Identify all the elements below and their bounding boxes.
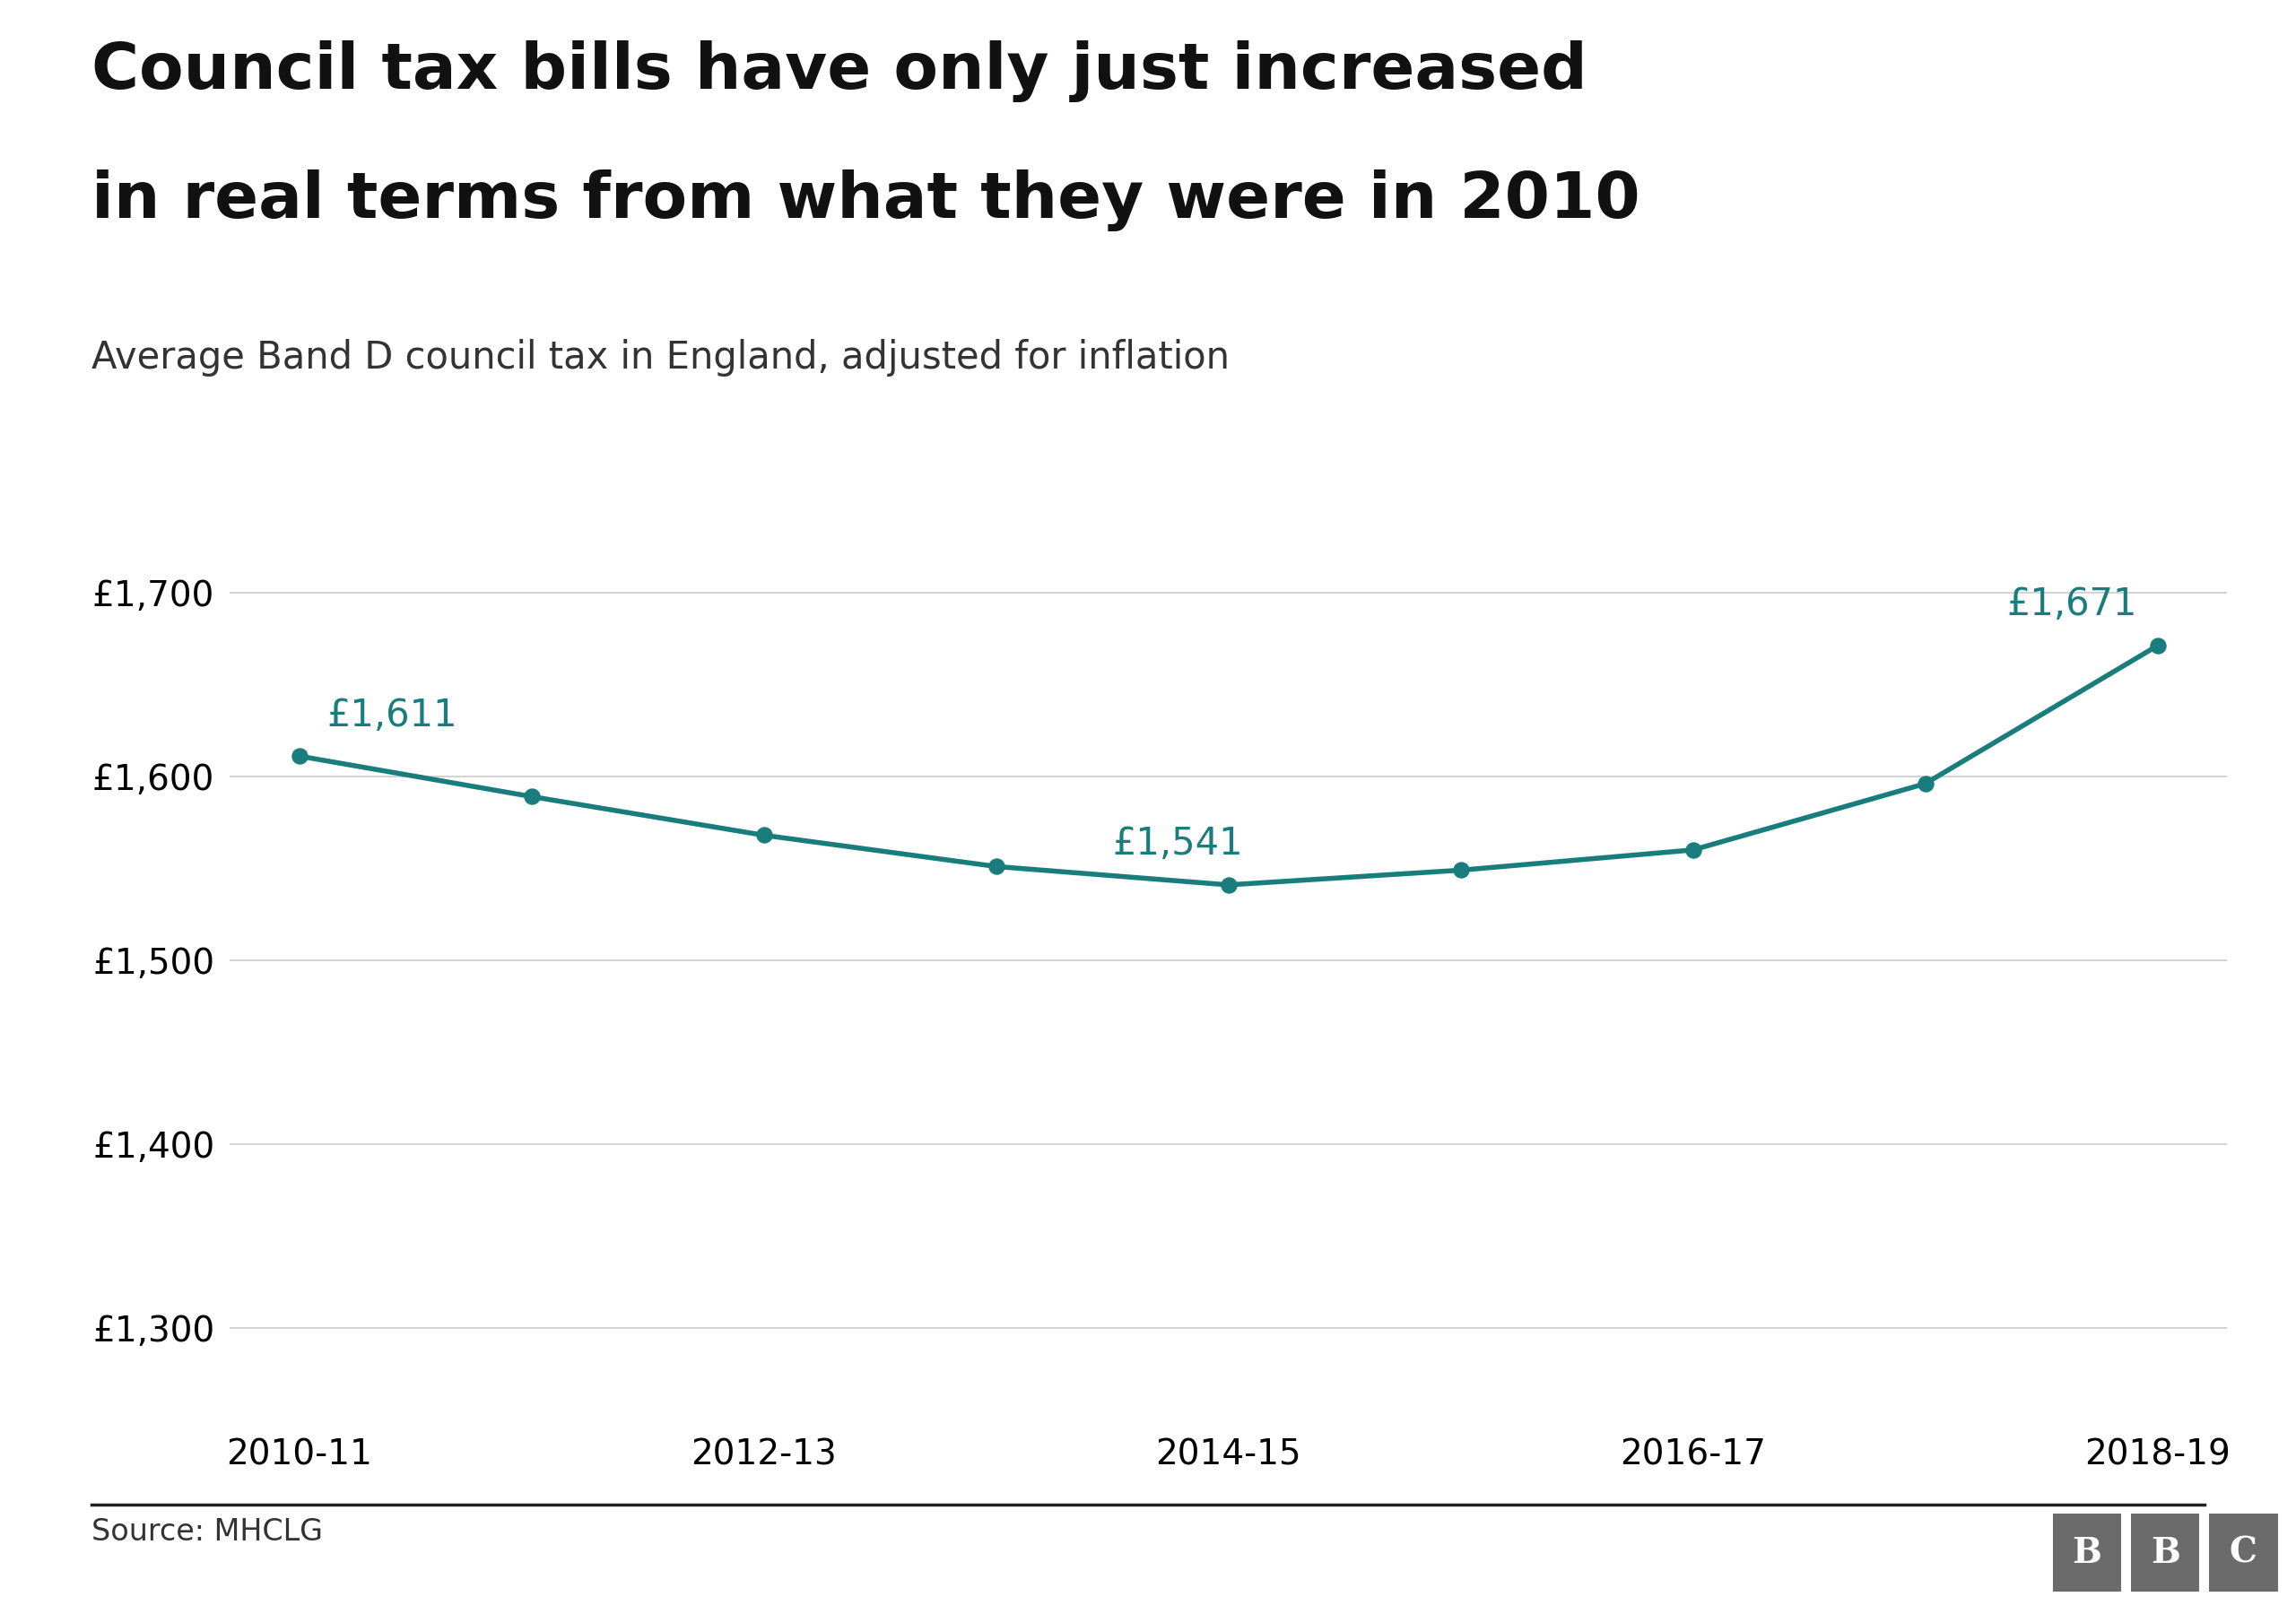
Text: £1,671: £1,671 (2007, 586, 2138, 623)
Point (1674, 838, 1711, 863)
Point (746, 822, 783, 847)
Point (1210, 872, 1247, 897)
Text: B: B (2073, 1535, 2101, 1570)
Point (514, 784, 551, 810)
Text: Source: MHCLG: Source: MHCLG (92, 1517, 324, 1546)
Point (1442, 857, 1479, 883)
Text: B: B (2151, 1535, 2179, 1570)
Point (280, 742, 317, 768)
Text: £1,611: £1,611 (326, 696, 457, 734)
Point (2140, 633, 2177, 659)
Text: in real terms from what they were in 2010: in real terms from what they were in 201… (92, 169, 1642, 231)
Text: Average Band D council tax in England, adjusted for inflation: Average Band D council tax in England, a… (92, 339, 1231, 376)
Text: £1,541: £1,541 (1111, 825, 1242, 863)
Text: Council tax bills have only just increased: Council tax bills have only just increas… (92, 40, 1589, 102)
Point (1906, 771, 1942, 797)
Point (978, 854, 1015, 880)
Text: C: C (2229, 1535, 2257, 1570)
